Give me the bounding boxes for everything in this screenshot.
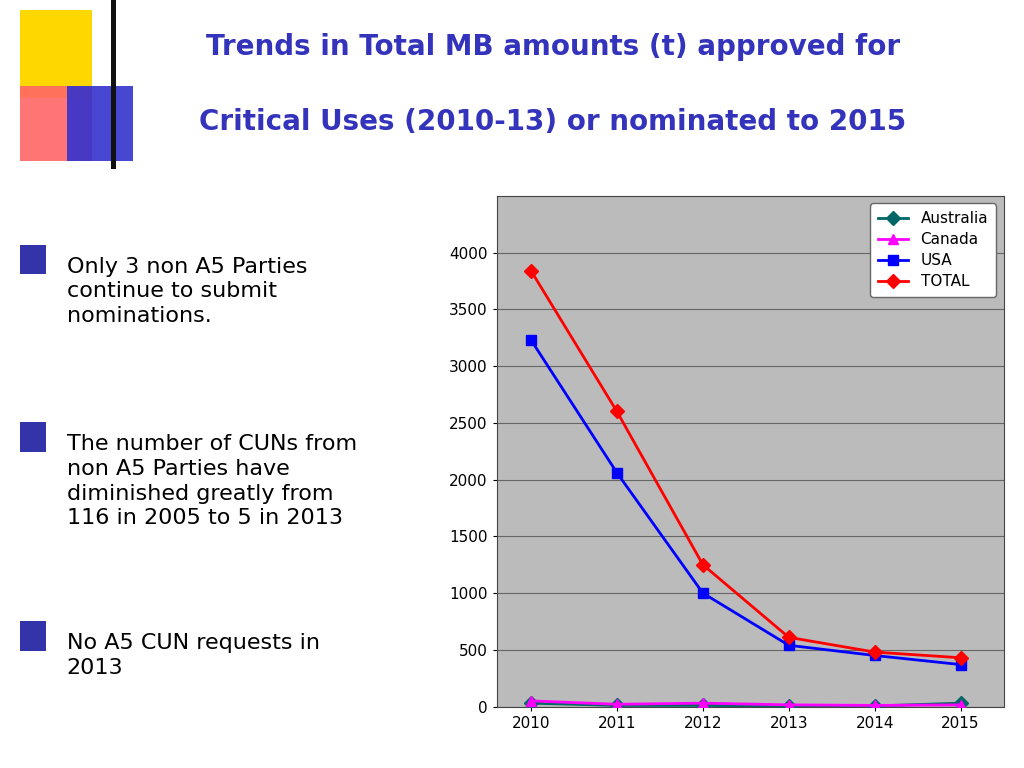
Line: Canada: Canada [526,696,966,710]
Canada [696,699,709,708]
Text: Critical Uses (2010-13) or nominated to 2015: Critical Uses (2010-13) or nominated to … [200,108,906,136]
Bar [19,621,45,650]
Canada [610,700,623,709]
Australia [782,701,795,710]
USA [868,651,881,660]
USA [525,336,538,345]
Line: TOTAL: TOTAL [526,266,966,663]
Australia [868,701,881,710]
FancyBboxPatch shape [111,0,116,169]
Canada [954,700,967,710]
Canada [525,697,538,706]
Canada [782,700,795,710]
TOTAL [610,407,623,416]
Australia [525,699,538,708]
Australia [610,701,623,710]
Bar [19,245,45,274]
FancyBboxPatch shape [67,86,133,161]
TOTAL [868,647,881,657]
Bar [19,422,45,452]
Text: No A5 CUN requests in
2013: No A5 CUN requests in 2013 [67,633,319,677]
Canada [868,701,881,710]
Line: USA: USA [526,335,966,670]
USA [696,588,709,598]
USA [954,660,967,669]
TOTAL [525,266,538,276]
USA [610,468,623,478]
TOTAL [782,633,795,642]
USA [782,641,795,650]
TOTAL [696,560,709,569]
Text: The number of CUNs from
non A5 Parties have
diminished greatly from
116 in 2005 : The number of CUNs from non A5 Parties h… [67,434,357,528]
Australia [696,701,709,710]
FancyBboxPatch shape [20,86,92,161]
Text: Trends in Total MB amounts (t) approved for: Trends in Total MB amounts (t) approved … [206,33,900,61]
FancyBboxPatch shape [20,10,92,98]
Text: Only 3 non A5 Parties
continue to submit
nominations.: Only 3 non A5 Parties continue to submit… [67,257,307,326]
TOTAL [954,653,967,662]
Legend: Australia, Canada, USA, TOTAL: Australia, Canada, USA, TOTAL [870,204,996,297]
Line: Australia: Australia [526,698,966,711]
Australia [954,699,967,708]
